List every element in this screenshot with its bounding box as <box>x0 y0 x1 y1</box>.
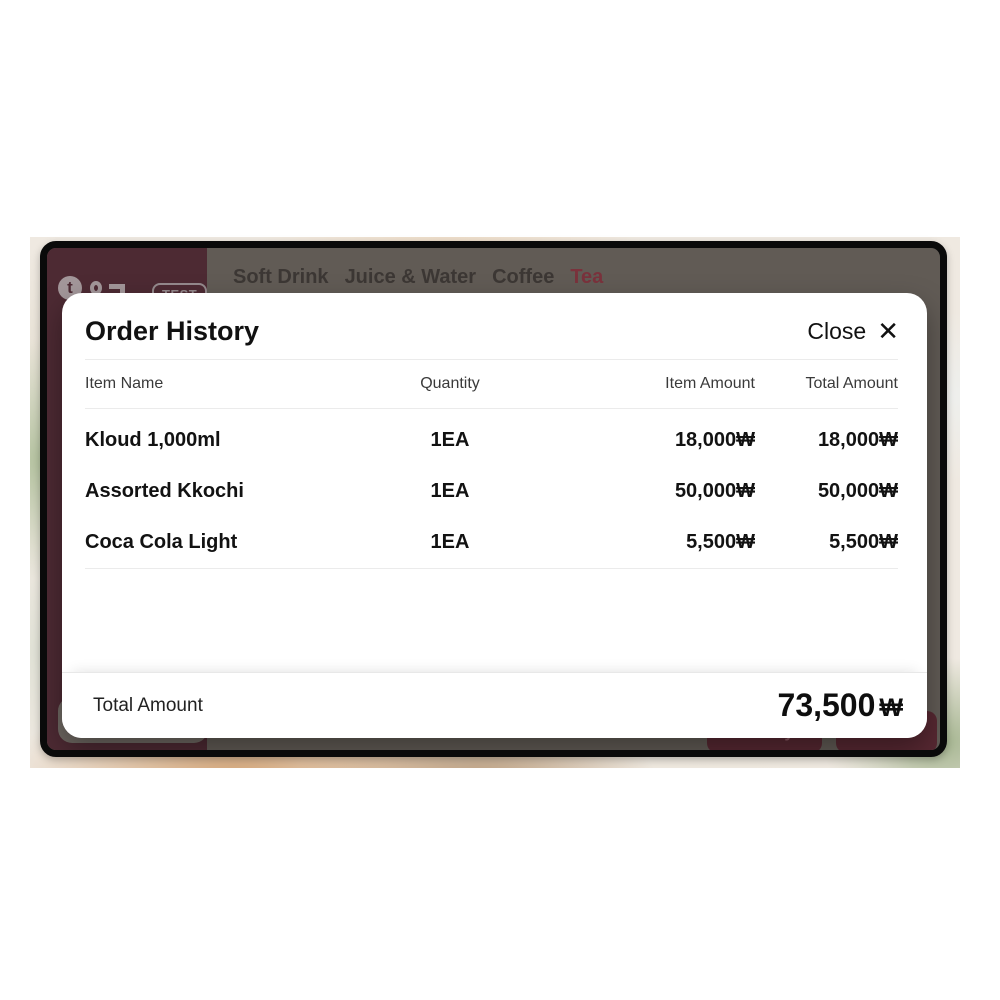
modal-header: Order History Close ✕ <box>62 293 927 347</box>
kiosk-screen: t TEST Soft Drink Juice & Water Coffee T… <box>40 241 947 757</box>
title-divider <box>85 359 898 360</box>
modal-footer: Total Amount 73,500 ₩ <box>62 672 927 738</box>
column-header-item-amount: Item Amount <box>665 375 755 392</box>
item-total-amount: 5,500₩ <box>829 531 898 553</box>
table-row: Coca Cola Light 1EA 5,500₩ 5,500₩ <box>62 517 927 568</box>
order-rows: Kloud 1,000ml 1EA 18,000₩ 18,000₩ Assort… <box>62 415 927 568</box>
item-amount: 50,000₩ <box>674 480 755 502</box>
tab-tea[interactable]: Tea <box>570 266 604 288</box>
category-tabbar: Soft Drink Juice & Water Coffee Tea <box>233 266 603 289</box>
table-row: Kloud 1,000ml 1EA 18,000₩ 18,000₩ <box>62 415 927 466</box>
close-icon: ✕ <box>877 316 899 346</box>
currency-won-symbol: ₩ <box>879 694 903 722</box>
header-divider <box>85 408 898 409</box>
order-history-modal: Order History Close ✕ Item Name Quantity… <box>62 293 927 738</box>
tab-juice-water[interactable]: Juice & Water <box>344 266 477 288</box>
item-total-amount: 50,000₩ <box>817 480 898 502</box>
item-amount: 5,500₩ <box>686 531 755 553</box>
item-name: Coca Cola Light <box>85 531 238 553</box>
item-amount: 18,000₩ <box>674 429 755 451</box>
total-amount-number: 73,500 <box>777 687 876 723</box>
item-total-amount: 18,000₩ <box>817 429 898 451</box>
close-button-label: Close <box>807 317 867 344</box>
item-quantity: 1EA <box>430 429 470 451</box>
table-header-row: Item Name Quantity Item Amount Total Amo… <box>62 360 927 408</box>
item-name: Assorted Kkochi <box>85 480 244 502</box>
item-quantity: 1EA <box>430 480 470 502</box>
rows-end-divider <box>85 568 898 569</box>
item-name: Kloud 1,000ml <box>85 429 221 451</box>
total-amount-value: 73,500 ₩ <box>778 687 903 724</box>
column-header-quantity: Quantity <box>420 375 480 392</box>
wordmark-glyph-icon <box>109 284 125 296</box>
modal-title: Order History <box>85 316 260 346</box>
tab-soft-drink[interactable]: Soft Drink <box>233 266 329 288</box>
close-button[interactable]: Close ✕ <box>807 318 899 345</box>
column-header-item-name: Item Name <box>85 375 164 392</box>
item-quantity: 1EA <box>430 531 470 553</box>
table-row: Assorted Kkochi 1EA 50,000₩ 50,000₩ <box>62 466 927 517</box>
column-header-total-amount: Total Amount <box>805 375 899 392</box>
tab-coffee[interactable]: Coffee <box>492 266 555 288</box>
total-amount-label: Total Amount <box>93 694 203 716</box>
